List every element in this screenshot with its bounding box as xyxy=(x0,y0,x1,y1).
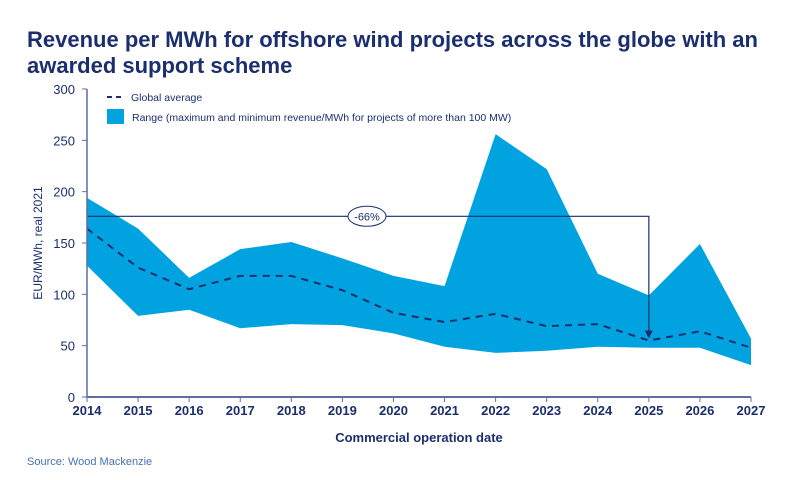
x-tick-label: 2022 xyxy=(481,403,510,418)
source-note: Source: Wood Mackenzie xyxy=(27,456,153,468)
x-tick-label: 2021 xyxy=(430,403,459,418)
y-tick-label: 200 xyxy=(53,185,75,200)
y-axis-title: EUR/MWh, real 2021 xyxy=(31,186,45,300)
legend-average-label: Global average xyxy=(131,92,202,104)
annotation-line xyxy=(87,215,650,333)
x-tick-label: 2025 xyxy=(634,403,663,418)
x-tick-label: 2015 xyxy=(124,403,153,418)
x-tick-label: 2014 xyxy=(73,403,103,418)
y-tick-label: 250 xyxy=(53,133,75,148)
y-tick-label: 50 xyxy=(61,339,75,354)
x-tick-label: 2016 xyxy=(175,403,204,418)
x-tick-label: 2027 xyxy=(737,403,766,418)
legend-range-label: Range (maximum and minimum revenue/MWh f… xyxy=(132,112,511,124)
x-tick-label: 2019 xyxy=(328,403,357,418)
x-axis-title: Commercial operation date xyxy=(335,430,503,445)
x-tick-label: 2023 xyxy=(532,403,561,418)
chart-title: Revenue per MWh for offshore wind projec… xyxy=(27,27,758,78)
annotation-arrowhead xyxy=(644,330,653,339)
y-tick-label: 150 xyxy=(53,236,75,251)
legend-range-swatch xyxy=(107,109,124,124)
annotation-label: -66% xyxy=(354,211,380,223)
x-tick-label: 2018 xyxy=(277,403,306,418)
x-tick-label: 2020 xyxy=(379,403,408,418)
x-tick-label: 2026 xyxy=(685,403,714,418)
y-tick-label: 0 xyxy=(68,390,75,405)
y-tick-label: 100 xyxy=(53,287,75,302)
annotation-bubble xyxy=(347,205,387,227)
y-tick-label: 300 xyxy=(53,82,75,97)
x-tick-label: 2017 xyxy=(226,403,255,418)
x-tick-label: 2024 xyxy=(583,403,613,418)
range-area xyxy=(87,134,751,366)
